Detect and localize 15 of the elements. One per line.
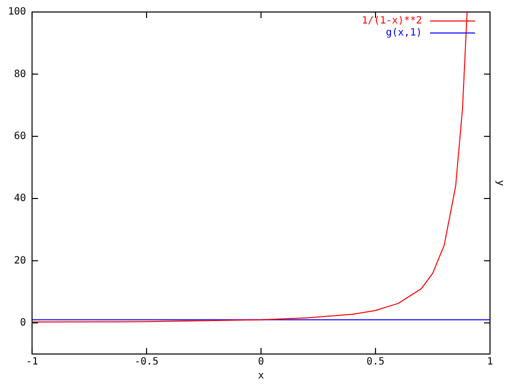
x-tick-label: -1 bbox=[26, 356, 38, 368]
y-tick-label: 80 bbox=[14, 68, 26, 80]
x-tick-label: 0.5 bbox=[366, 356, 385, 368]
x-tick-label: -0.5 bbox=[134, 356, 159, 368]
y-tick-label: 40 bbox=[14, 193, 26, 204]
legend-label: g(x,1) bbox=[386, 28, 422, 39]
x-tick-label: 1 bbox=[486, 356, 494, 368]
x-tick-label: 0 bbox=[258, 356, 264, 368]
y-axis-title: y bbox=[494, 180, 506, 186]
y-tick-label: 100 bbox=[8, 6, 26, 18]
y-tick-label: 0 bbox=[20, 318, 26, 329]
y-tick-label: 20 bbox=[14, 255, 26, 266]
legend-label: 1/(1-x)**2 bbox=[362, 16, 422, 27]
x-axis-title: x bbox=[258, 370, 264, 382]
y-tick-label: 60 bbox=[14, 130, 26, 142]
